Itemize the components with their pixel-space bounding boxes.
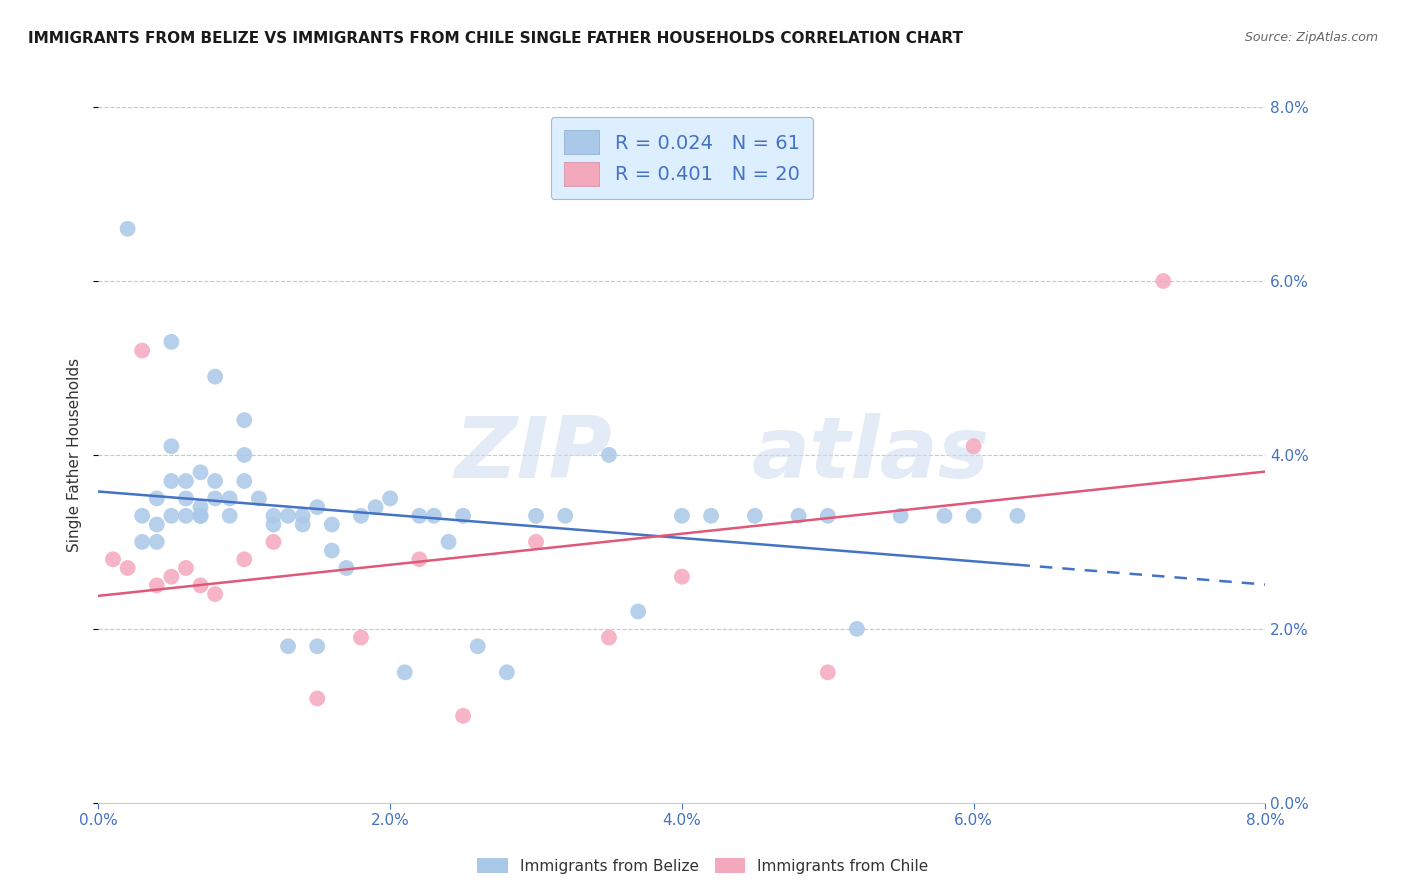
Point (160, 439, 183, 453)
Point (146, 534, 169, 549)
Point (204, 369, 226, 384)
Point (962, 439, 984, 453)
Point (218, 491, 240, 506)
Text: ZIP: ZIP (454, 413, 612, 497)
Legend: R = 0.024   N = 61, R = 0.401   N = 20: R = 0.024 N = 61, R = 0.401 N = 20 (551, 117, 813, 199)
Point (350, 631, 373, 645)
Point (218, 508, 240, 523)
Point (131, 343, 153, 358)
Point (146, 578, 169, 592)
Point (277, 508, 299, 523)
Point (598, 631, 620, 645)
Point (787, 508, 810, 523)
Point (671, 508, 693, 523)
Point (467, 639, 489, 653)
Point (233, 552, 256, 566)
Point (190, 578, 212, 592)
Point (233, 413, 256, 427)
Point (233, 448, 256, 462)
Point (117, 561, 139, 575)
Point (204, 474, 226, 488)
Legend: Immigrants from Belize, Immigrants from Chile: Immigrants from Belize, Immigrants from … (471, 852, 935, 880)
Point (262, 534, 284, 549)
Point (131, 534, 153, 549)
Point (934, 508, 956, 523)
Point (204, 491, 226, 506)
Point (160, 334, 183, 349)
Point (380, 491, 402, 506)
Point (890, 508, 912, 523)
Y-axis label: Single Father Households: Single Father Households (67, 358, 83, 552)
Point (962, 508, 984, 523)
Point (554, 508, 576, 523)
Point (277, 639, 299, 653)
Point (524, 508, 547, 523)
Point (146, 517, 169, 532)
Point (350, 508, 373, 523)
Point (1007, 508, 1029, 523)
Point (845, 622, 868, 636)
Point (174, 508, 197, 523)
Point (262, 508, 284, 523)
Point (247, 491, 270, 506)
Point (817, 665, 839, 680)
Point (101, 552, 124, 566)
Point (190, 508, 212, 523)
Point (496, 665, 519, 680)
Point (160, 570, 183, 584)
Point (190, 508, 212, 523)
Point (262, 517, 284, 532)
Point (524, 534, 547, 549)
Point (627, 605, 650, 619)
Point (335, 561, 357, 575)
Point (394, 665, 416, 680)
Point (307, 639, 329, 653)
Point (160, 508, 183, 523)
Point (131, 508, 153, 523)
Point (364, 500, 387, 514)
Point (408, 508, 430, 523)
Point (307, 500, 329, 514)
Point (204, 587, 226, 601)
Point (117, 221, 139, 235)
Point (451, 508, 474, 523)
Point (321, 517, 343, 532)
Point (321, 543, 343, 558)
Point (408, 552, 430, 566)
Point (174, 474, 197, 488)
Point (744, 508, 766, 523)
Point (671, 570, 693, 584)
Point (160, 474, 183, 488)
Point (1152, 274, 1174, 288)
Point (190, 466, 212, 480)
Point (451, 708, 474, 723)
Point (291, 508, 314, 523)
Text: IMMIGRANTS FROM BELIZE VS IMMIGRANTS FROM CHILE SINGLE FATHER HOUSEHOLDS CORRELA: IMMIGRANTS FROM BELIZE VS IMMIGRANTS FRO… (28, 31, 963, 46)
Text: Source: ZipAtlas.com: Source: ZipAtlas.com (1244, 31, 1378, 45)
Point (174, 561, 197, 575)
Point (146, 491, 169, 506)
Point (190, 500, 212, 514)
Point (598, 448, 620, 462)
Point (700, 508, 723, 523)
Point (307, 691, 329, 706)
Point (437, 534, 460, 549)
Text: atlas: atlas (752, 413, 990, 497)
Point (233, 474, 256, 488)
Point (291, 517, 314, 532)
Point (817, 508, 839, 523)
Point (174, 491, 197, 506)
Point (423, 508, 446, 523)
